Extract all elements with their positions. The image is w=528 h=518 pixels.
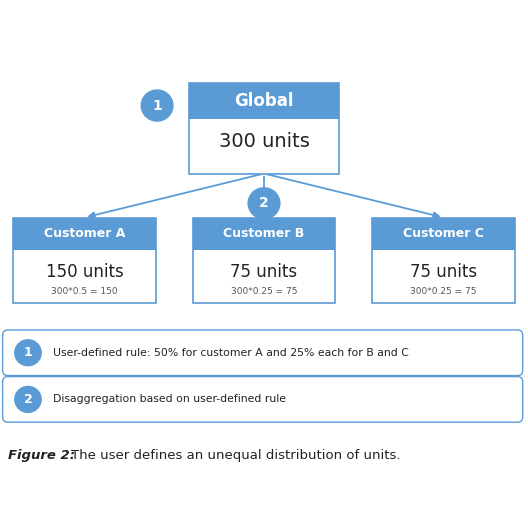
Circle shape <box>15 386 41 412</box>
FancyBboxPatch shape <box>372 218 515 250</box>
FancyBboxPatch shape <box>189 83 340 174</box>
Circle shape <box>15 340 41 366</box>
FancyBboxPatch shape <box>13 218 156 303</box>
Text: 75 units: 75 units <box>230 263 298 281</box>
Text: 1: 1 <box>24 346 32 359</box>
Text: Disaggregation based on user-defined rule: Disaggregation based on user-defined rul… <box>53 394 286 405</box>
Text: Global: Global <box>234 92 294 110</box>
Text: Figure 2:: Figure 2: <box>8 449 75 463</box>
Text: Customer C: Customer C <box>403 227 484 240</box>
Text: User-defined rule: 50% for customer A and 25% each for B and C: User-defined rule: 50% for customer A an… <box>53 348 409 358</box>
FancyBboxPatch shape <box>3 330 523 376</box>
Text: 2: 2 <box>24 393 32 406</box>
Text: 75 units: 75 units <box>410 263 477 281</box>
Text: 2: 2 <box>259 196 269 210</box>
Text: 300*0.25 = 75: 300*0.25 = 75 <box>231 287 297 296</box>
FancyBboxPatch shape <box>372 218 515 303</box>
Circle shape <box>248 188 280 219</box>
Text: Customer A: Customer A <box>44 227 125 240</box>
Text: 1: 1 <box>152 98 162 112</box>
Text: 300*0.5 = 150: 300*0.5 = 150 <box>51 287 118 296</box>
FancyBboxPatch shape <box>13 218 156 250</box>
Text: 300*0.25 = 75: 300*0.25 = 75 <box>410 287 477 296</box>
FancyBboxPatch shape <box>3 377 523 422</box>
Circle shape <box>142 90 173 121</box>
Text: The user defines an unequal distribution of units.: The user defines an unequal distribution… <box>71 449 401 463</box>
FancyBboxPatch shape <box>189 83 340 119</box>
FancyBboxPatch shape <box>193 218 335 303</box>
FancyBboxPatch shape <box>193 218 335 250</box>
Text: 150 units: 150 units <box>45 263 124 281</box>
Text: Customer B: Customer B <box>223 227 305 240</box>
Text: 300 units: 300 units <box>219 133 309 151</box>
